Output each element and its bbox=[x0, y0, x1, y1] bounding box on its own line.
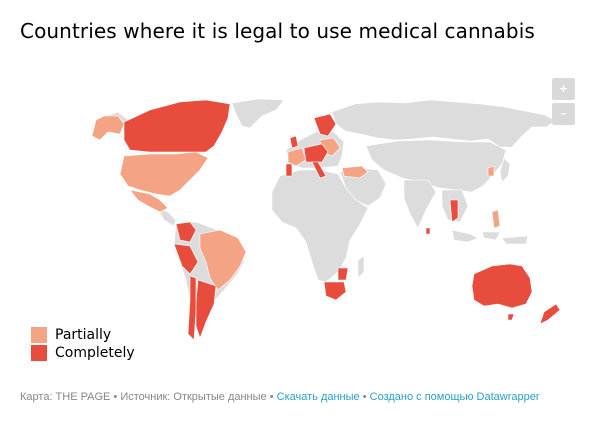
region-australia bbox=[471, 263, 533, 309]
region-portugal bbox=[285, 163, 293, 177]
footer: Карта: THE PAGE • Источник: Открытые дан… bbox=[20, 391, 540, 403]
region-western-europe-partial bbox=[287, 147, 307, 167]
region-chile bbox=[187, 275, 197, 341]
region-japan bbox=[499, 157, 511, 183]
region-usa bbox=[119, 151, 209, 197]
region-turkey bbox=[341, 165, 369, 179]
footer-separator: • bbox=[110, 391, 121, 403]
region-greenland bbox=[231, 98, 285, 129]
source-text: Источник: Открытые данные bbox=[120, 391, 267, 403]
region-asia bbox=[365, 139, 507, 193]
region-alaska bbox=[91, 115, 125, 141]
legend-label-partially: Partially bbox=[55, 327, 112, 343]
map-credit: Карта: THE PAGE bbox=[20, 391, 111, 403]
legend-item-partially: Partially bbox=[31, 326, 135, 344]
region-philippines bbox=[491, 209, 501, 229]
region-mexico bbox=[129, 189, 169, 213]
footer-separator: • bbox=[359, 391, 370, 403]
region-africa bbox=[271, 169, 369, 283]
region-south-africa bbox=[323, 281, 347, 301]
region-peru bbox=[173, 243, 199, 275]
region-russia bbox=[331, 99, 557, 148]
region-india bbox=[403, 179, 437, 229]
legend-swatch-partially bbox=[31, 327, 47, 343]
region-argentina bbox=[195, 279, 217, 339]
region-thailand bbox=[449, 199, 459, 223]
region-sri-lanka bbox=[425, 227, 431, 235]
region-korea bbox=[487, 165, 495, 177]
region-tasmania bbox=[507, 313, 515, 321]
download-data-link[interactable]: Скачать данные bbox=[276, 391, 360, 403]
zoom-in-button[interactable]: + bbox=[552, 78, 575, 100]
legend-swatch-completely bbox=[31, 345, 47, 361]
region-zimbabwe bbox=[337, 267, 349, 281]
region-indonesia bbox=[451, 229, 479, 243]
region-new-zealand bbox=[539, 303, 561, 325]
land-completely bbox=[123, 99, 561, 341]
zoom-out-button[interactable]: – bbox=[552, 103, 575, 125]
region-brazil bbox=[199, 229, 247, 291]
datawrapper-link[interactable]: Создано с помощью Datawrapper bbox=[369, 391, 540, 403]
legend-item-completely: Completely bbox=[31, 344, 135, 362]
region-italy bbox=[311, 161, 327, 179]
region-canada bbox=[123, 99, 231, 153]
region-scandinavia bbox=[313, 113, 337, 137]
region-colombia bbox=[175, 221, 197, 243]
legend-label-completely: Completely bbox=[55, 345, 135, 361]
region-madagascar bbox=[357, 255, 365, 279]
region-uk bbox=[289, 135, 299, 149]
legend: Partially Completely bbox=[31, 326, 135, 362]
footer-separator: • bbox=[266, 391, 277, 403]
region-central-europe bbox=[303, 143, 329, 163]
map-title: Countries where it is legal to use medic… bbox=[20, 19, 535, 43]
land-partially bbox=[91, 115, 501, 291]
